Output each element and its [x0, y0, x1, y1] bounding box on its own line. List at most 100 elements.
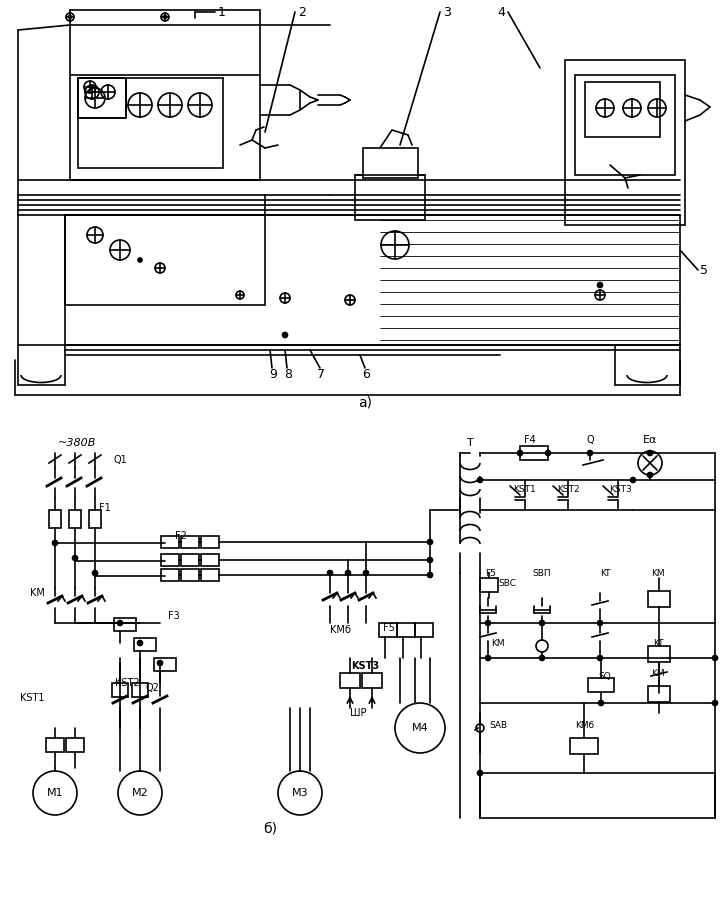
Circle shape [164, 15, 167, 19]
Circle shape [328, 570, 333, 576]
Circle shape [713, 656, 718, 660]
Text: KT: KT [653, 639, 663, 648]
Bar [181, 554, 199, 566]
Circle shape [713, 701, 718, 706]
Circle shape [545, 450, 550, 456]
Text: SBП: SBП [533, 569, 551, 578]
Circle shape [587, 450, 593, 456]
Circle shape [598, 621, 603, 625]
Text: ШР: ШР [349, 708, 366, 718]
Bar [575, 75, 675, 175]
Circle shape [598, 701, 604, 706]
Text: б): б) [263, 821, 277, 835]
Bar [65, 215, 680, 345]
Text: F5: F5 [383, 623, 395, 633]
Text: Q2: Q2 [145, 683, 159, 693]
Bar [181, 536, 199, 548]
Text: KM: KM [651, 668, 665, 677]
Bar [565, 60, 685, 225]
Bar [66, 738, 84, 752]
Bar [362, 673, 382, 688]
Circle shape [647, 450, 652, 456]
Bar [201, 554, 219, 566]
Text: KST1: KST1 [20, 693, 44, 703]
Bar [65, 215, 265, 305]
Bar [363, 148, 418, 178]
Circle shape [427, 558, 432, 562]
Text: KM: KM [30, 588, 45, 598]
Bar [154, 658, 176, 671]
Bar [69, 510, 81, 528]
Text: F3: F3 [168, 611, 180, 621]
Bar [49, 510, 61, 528]
Text: SBC: SBC [498, 579, 516, 588]
Bar [648, 591, 670, 607]
Text: а): а) [358, 396, 372, 410]
Text: KMб: KMб [575, 721, 595, 730]
Bar [89, 510, 101, 528]
Circle shape [73, 555, 77, 561]
Text: 5: 5 [700, 264, 708, 276]
Bar [648, 686, 670, 702]
Text: 9: 9 [269, 369, 277, 381]
Bar [201, 569, 219, 581]
Bar [78, 78, 223, 168]
Circle shape [486, 621, 491, 625]
Bar [355, 175, 425, 220]
Circle shape [363, 570, 368, 576]
Circle shape [598, 656, 603, 660]
Circle shape [346, 570, 350, 576]
Text: KST1: KST1 [513, 485, 535, 494]
Bar [588, 678, 614, 692]
Bar [78, 78, 126, 118]
Text: SQ: SQ [598, 672, 612, 681]
Bar [132, 683, 148, 697]
Circle shape [117, 621, 122, 625]
Circle shape [647, 473, 652, 477]
Circle shape [427, 572, 432, 578]
Text: KM: KM [491, 639, 505, 648]
Text: KST2: KST2 [557, 485, 579, 494]
Circle shape [68, 15, 71, 19]
Bar [161, 536, 179, 548]
Circle shape [598, 283, 603, 288]
Text: KST2: KST2 [115, 678, 140, 688]
Text: F5: F5 [485, 569, 496, 578]
Bar [181, 569, 199, 581]
Text: M2: M2 [132, 788, 149, 798]
Bar [134, 638, 156, 651]
Circle shape [92, 570, 98, 576]
Text: F1: F1 [99, 503, 111, 513]
Text: KM: KM [651, 569, 665, 578]
Text: KST3: KST3 [351, 661, 379, 671]
Bar [415, 623, 433, 637]
Bar [480, 578, 498, 592]
Circle shape [282, 333, 288, 337]
Text: 6: 6 [362, 369, 370, 381]
Text: F4: F4 [524, 435, 536, 445]
Bar [70, 25, 260, 180]
Bar [570, 738, 598, 754]
Bar [340, 673, 360, 688]
Circle shape [478, 771, 483, 776]
Text: KST3: KST3 [609, 485, 631, 494]
Text: Eα: Eα [643, 435, 657, 445]
Bar [379, 623, 397, 637]
Text: 2: 2 [298, 5, 306, 19]
Text: ~380В: ~380В [58, 438, 96, 448]
Text: Q1: Q1 [113, 455, 127, 465]
Text: KMб: KMб [330, 625, 351, 635]
Text: SAB: SAB [489, 721, 507, 730]
Circle shape [52, 541, 58, 545]
Text: 1: 1 [218, 5, 226, 19]
Text: M1: M1 [47, 788, 63, 798]
Circle shape [138, 640, 143, 646]
Bar [397, 623, 415, 637]
Text: 3: 3 [443, 5, 451, 19]
Circle shape [539, 621, 545, 625]
Bar [114, 618, 136, 631]
Circle shape [486, 656, 491, 660]
Circle shape [157, 660, 162, 666]
Bar [78, 78, 126, 118]
Bar [112, 683, 128, 697]
